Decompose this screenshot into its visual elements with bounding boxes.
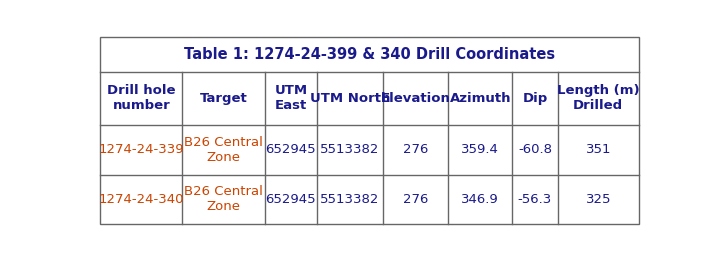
Text: Target: Target bbox=[200, 92, 247, 105]
Text: Table 1: 1274-24-399 & 340 Drill Coordinates: Table 1: 1274-24-399 & 340 Drill Coordin… bbox=[184, 47, 555, 62]
Text: Length (m)
Drilled: Length (m) Drilled bbox=[557, 84, 640, 112]
Text: Elevation: Elevation bbox=[381, 92, 451, 105]
Text: -60.8: -60.8 bbox=[518, 143, 552, 156]
Text: 325: 325 bbox=[585, 193, 611, 206]
Text: Azimuth: Azimuth bbox=[450, 92, 511, 105]
Text: Dip: Dip bbox=[523, 92, 548, 105]
Text: B26 Central
Zone: B26 Central Zone bbox=[184, 186, 263, 214]
Text: 1274-24-339: 1274-24-339 bbox=[99, 143, 184, 156]
Text: 276: 276 bbox=[403, 143, 428, 156]
Text: 5513382: 5513382 bbox=[320, 143, 380, 156]
Text: UTM North: UTM North bbox=[310, 92, 390, 105]
Text: 359.4: 359.4 bbox=[461, 143, 499, 156]
Text: Drill hole
number: Drill hole number bbox=[107, 84, 175, 112]
Text: 346.9: 346.9 bbox=[461, 193, 499, 206]
Text: 5513382: 5513382 bbox=[320, 193, 380, 206]
Text: 652945: 652945 bbox=[265, 143, 317, 156]
Text: 1274-24-340: 1274-24-340 bbox=[99, 193, 184, 206]
Text: 351: 351 bbox=[585, 143, 611, 156]
Text: -56.3: -56.3 bbox=[518, 193, 552, 206]
Text: 276: 276 bbox=[403, 193, 428, 206]
Text: UTM
East: UTM East bbox=[275, 84, 307, 112]
Text: B26 Central
Zone: B26 Central Zone bbox=[184, 136, 263, 164]
Text: 652945: 652945 bbox=[265, 193, 317, 206]
